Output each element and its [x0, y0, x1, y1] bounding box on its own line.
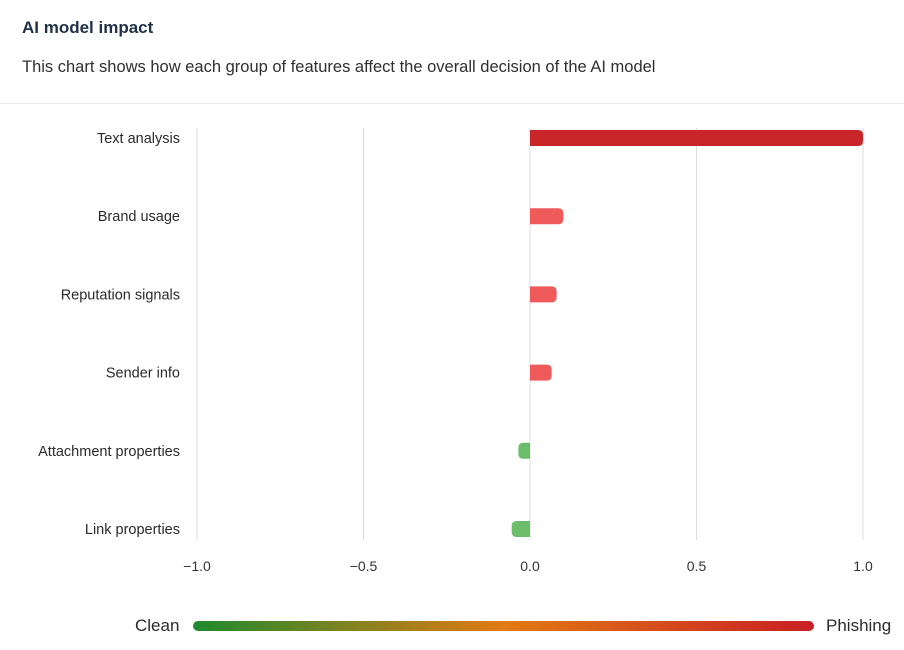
legend-clean-label: Clean [135, 616, 180, 635]
bar-text-analysis[interactable] [530, 130, 863, 146]
category-label: Attachment properties [38, 444, 180, 460]
legend-gradient-bar [193, 621, 814, 631]
x-tick-label: −1.0 [183, 558, 211, 574]
impact-bar-chart: −1.0 −0.5 0.0 0.5 1.0 Text analysis Brand usag… [38, 128, 873, 574]
color-legend: Clean Phishing [0, 608, 904, 644]
bar-brand-usage[interactable] [530, 208, 564, 225]
x-tick-label: 1.0 [853, 558, 873, 574]
chart-title: AI model impact [22, 18, 154, 37]
x-tick-label: −0.5 [350, 558, 378, 574]
category-label: Link properties [85, 522, 180, 538]
category-label: Sender info [106, 366, 180, 382]
x-tick-label: 0.5 [687, 558, 707, 574]
bar-reputation-signals[interactable] [530, 286, 557, 303]
bar-sender-info[interactable] [530, 364, 552, 381]
chart-subtitle: This chart shows how each group of featu… [22, 58, 656, 76]
category-label: Reputation signals [61, 287, 180, 303]
legend-phishing-label: Phishing [826, 616, 892, 635]
category-label: Brand usage [98, 209, 180, 225]
category-label: Text analysis [97, 131, 180, 147]
x-tick-label: 0.0 [520, 558, 540, 574]
bar-link-properties[interactable] [511, 521, 530, 537]
bar-attachment-properties[interactable] [518, 442, 530, 459]
card-header: AI model impact This chart shows how eac… [0, 0, 904, 104]
